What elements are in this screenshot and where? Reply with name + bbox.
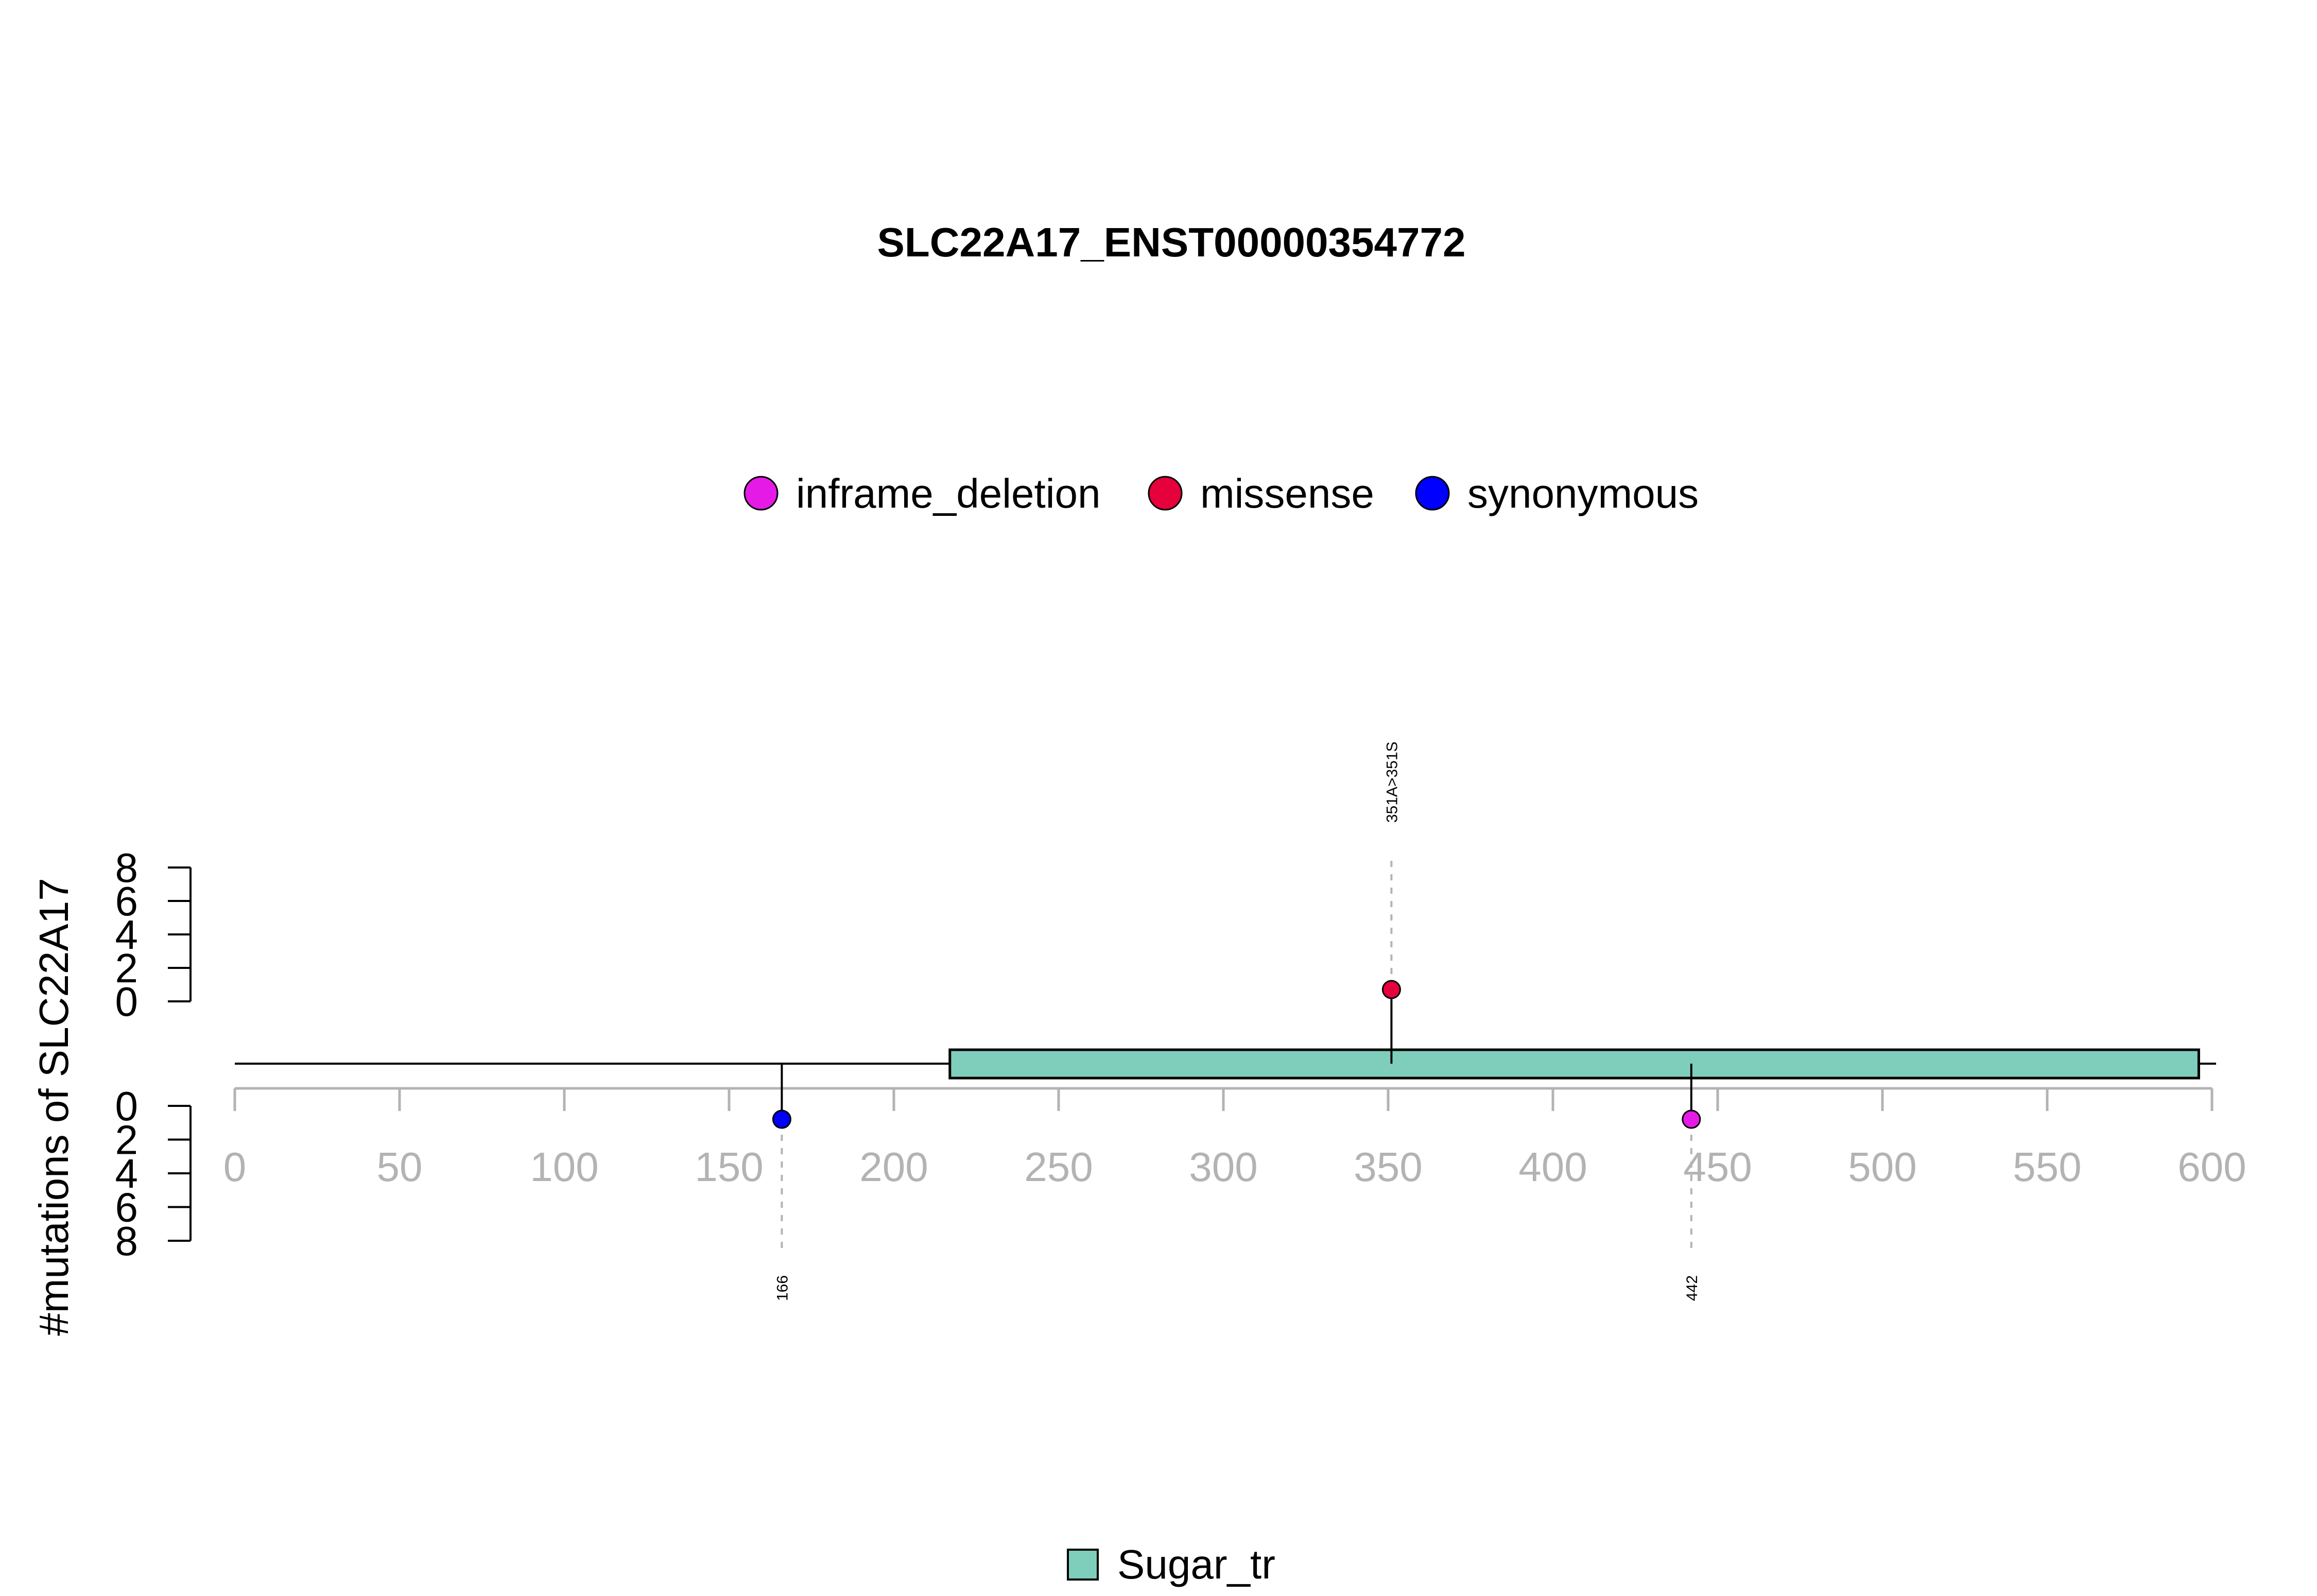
x-axis: 0 50 100 150 200 250 300 350 400 450 500 550 600	[223, 1087, 2246, 1190]
legend-label-missense: missense	[1200, 471, 1374, 516]
x-tick-label-200: 200	[859, 1144, 928, 1190]
y-axis-label: #mutations of SLC22A17	[31, 878, 77, 1335]
y-tick-label-top-6: 6	[115, 878, 139, 924]
mutation-head-inframe_deletion-442	[1682, 1109, 1701, 1129]
domain-Sugar_tr	[948, 1048, 2200, 1080]
x-tick-label-400: 400	[1518, 1144, 1587, 1190]
x-tick-label-300: 300	[1189, 1144, 1257, 1190]
domain-legend: Sugar_tr	[1067, 1541, 1275, 1587]
y-tick-label-bottom-6: 6	[115, 1185, 139, 1230]
mutation-head-synonymous-166	[772, 1109, 791, 1129]
legend-marker-inframe_deletion	[743, 476, 779, 511]
x-tick-label-350: 350	[1354, 1144, 1422, 1190]
mutation-type-legend: inframe_deletion missense synonymous	[743, 471, 1699, 516]
legend-marker-missense	[1148, 476, 1183, 511]
x-tick-label-500: 500	[1848, 1144, 1916, 1190]
domain-legend-label-Sugar_tr: Sugar_tr	[1117, 1541, 1275, 1587]
y-tick-label-top-8: 8	[115, 845, 139, 891]
legend-marker-synonymous	[1415, 476, 1450, 511]
mutation-label-missense-351: 351A>351S	[1384, 741, 1400, 823]
mutation-label-inframe_deletion-442: 442	[1684, 1275, 1701, 1301]
x-tick-label-600: 600	[2177, 1144, 2246, 1190]
y-tick-label-bottom-2: 2	[115, 1117, 139, 1163]
y-tick-label-top-0: 0	[115, 979, 139, 1025]
y-tick-label-top-2: 2	[115, 945, 139, 991]
x-tick-label-100: 100	[530, 1144, 598, 1190]
x-tick-label-0: 0	[223, 1144, 247, 1190]
x-tick-label-150: 150	[695, 1144, 763, 1190]
chart-title: SLC22A17_ENST00000354772	[877, 219, 1465, 265]
y-tick-label-bottom-8: 8	[115, 1218, 139, 1264]
y-tick-label-bottom-0: 0	[115, 1083, 139, 1129]
protein-backbone	[235, 1048, 2216, 1080]
y-tick-label-top-4: 4	[115, 912, 139, 958]
legend-label-synonymous: synonymous	[1467, 471, 1699, 516]
y-tick-label-bottom-4: 4	[115, 1151, 139, 1196]
x-tick-label-450: 450	[1683, 1144, 1752, 1190]
mutations: 351A>351S 166 442	[772, 741, 1701, 1301]
x-tick-label-50: 50	[377, 1144, 423, 1190]
x-tick-label-250: 250	[1024, 1144, 1093, 1190]
legend-label-inframe_deletion: inframe_deletion	[796, 471, 1100, 516]
x-tick-label-550: 550	[2013, 1144, 2081, 1190]
mutation-label-synonymous-166: 166	[774, 1275, 791, 1301]
mutation-head-missense-351	[1381, 980, 1401, 999]
domain-legend-marker-Sugar_tr	[1067, 1549, 1099, 1581]
